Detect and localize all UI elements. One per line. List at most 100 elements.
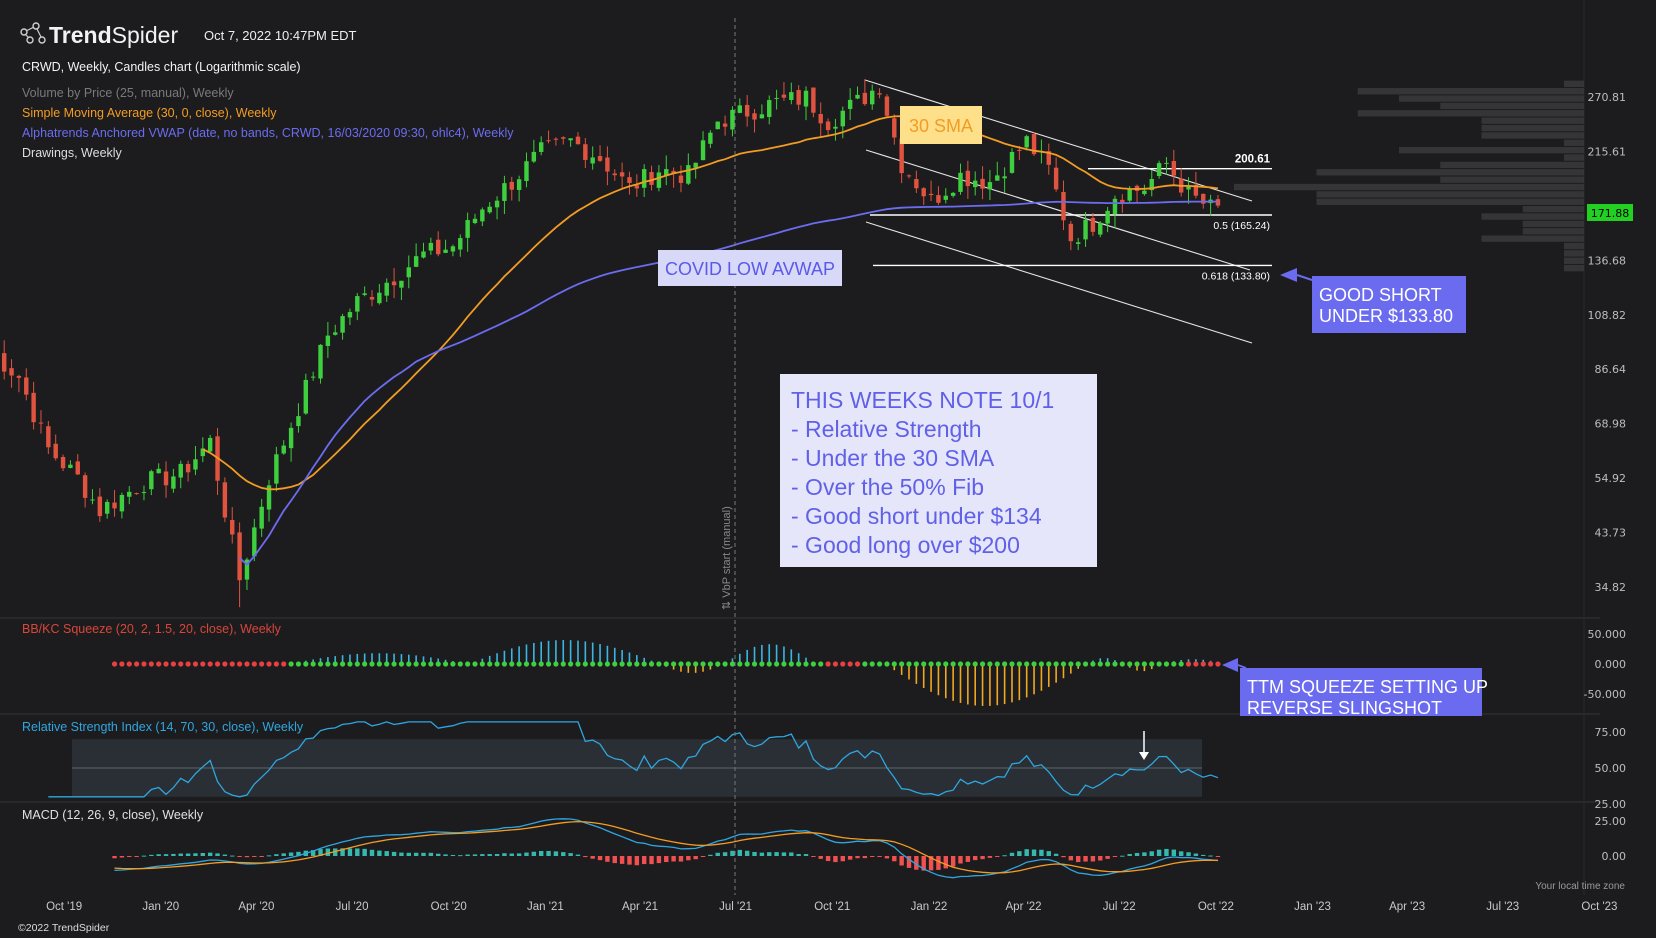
squeeze-dot xyxy=(854,661,861,667)
candle-up xyxy=(950,192,956,196)
candle-up xyxy=(847,99,853,109)
candle-down xyxy=(391,281,397,286)
candle-up xyxy=(399,280,404,288)
candle-up xyxy=(149,471,154,490)
candle-down xyxy=(649,172,654,185)
squeeze-dot xyxy=(847,661,853,667)
squeeze-dot xyxy=(1053,661,1059,667)
candle-up xyxy=(1002,176,1007,179)
macd-histogram-bar xyxy=(671,856,676,862)
candle-up xyxy=(1024,136,1029,148)
macd-histogram-bar xyxy=(237,856,242,857)
squeeze-dot xyxy=(700,661,706,667)
x-tick-label: Jan '22 xyxy=(911,901,948,913)
candle-down xyxy=(744,104,750,117)
squeeze-dot xyxy=(523,661,530,667)
squeeze-dot xyxy=(1009,661,1015,667)
rsi-marker-arrow xyxy=(1139,731,1149,760)
macd-histogram-bar xyxy=(259,856,264,857)
macd-histogram-bar xyxy=(480,854,485,856)
macd-histogram-bar xyxy=(178,853,183,856)
squeeze-dot xyxy=(317,661,324,667)
squeeze-dot xyxy=(612,661,618,667)
candle-down xyxy=(46,426,51,448)
candle-up xyxy=(1105,210,1110,224)
macd-title: MACD (12, 26, 9, close), Weekly xyxy=(22,808,204,822)
candle-down xyxy=(53,443,58,459)
avwap-callout: COVID LOW AVWAP xyxy=(658,250,842,286)
squeeze-dot xyxy=(1112,661,1118,667)
squeeze-dot xyxy=(200,661,206,667)
squeeze-dot xyxy=(1082,661,1089,667)
squeeze-dot xyxy=(347,661,353,667)
macd-histogram-bar xyxy=(134,856,139,857)
x-tick-label: Apr '23 xyxy=(1389,901,1425,913)
squeeze-dot xyxy=(568,661,574,667)
candle-down xyxy=(722,123,728,127)
macd-histogram-bar xyxy=(995,856,1000,857)
macd-histogram-bar xyxy=(127,856,132,857)
squeeze-dot xyxy=(759,661,765,667)
macd-histogram-bar xyxy=(752,851,757,856)
x-tick-label: Oct '19 xyxy=(46,901,82,913)
candle-up xyxy=(737,105,743,113)
candle-up xyxy=(840,110,846,127)
macd-histogram-bar xyxy=(987,856,993,858)
macd-histogram-bar xyxy=(796,854,801,856)
macd-histogram-bar xyxy=(207,852,213,856)
macd-histogram-bar xyxy=(244,856,250,858)
squeeze-dot xyxy=(575,661,581,667)
candle-up xyxy=(524,161,529,182)
macd-histogram-bar xyxy=(230,855,235,857)
squeeze-dot xyxy=(671,661,677,667)
candle-up xyxy=(303,379,309,414)
squeeze-dot xyxy=(1200,661,1206,667)
candle-down xyxy=(97,496,103,517)
macd-histogram-bar xyxy=(472,854,478,856)
macd-histogram-bar xyxy=(906,856,912,868)
legend-vbp: Volume by Price (25, manual), Weekly xyxy=(22,86,234,100)
macd-histogram-bar xyxy=(531,851,537,856)
candle-up xyxy=(568,138,573,141)
squeeze-dot xyxy=(310,661,316,667)
macd-histogram-bar xyxy=(215,853,220,856)
macd-histogram-bar xyxy=(634,856,640,866)
squeeze-dot xyxy=(810,661,816,667)
macd-histogram-bar xyxy=(737,849,743,856)
candle-up xyxy=(104,501,110,514)
candle-up xyxy=(656,172,662,188)
note-line: - Over the 50% Fib xyxy=(791,474,984,500)
squeeze-dot xyxy=(656,661,662,667)
candle-down xyxy=(9,368,14,376)
candle-down xyxy=(60,456,66,469)
macd-histogram-bar xyxy=(1164,848,1169,856)
candle-up xyxy=(252,527,257,557)
macd-histogram-bar xyxy=(980,856,985,860)
candle-down xyxy=(906,175,912,177)
macd-histogram-bar xyxy=(222,854,228,856)
squeeze-dot xyxy=(965,661,971,667)
price-tick-label: 86.64 xyxy=(1595,363,1627,376)
candle-up xyxy=(664,169,669,177)
squeeze-dot xyxy=(487,661,493,667)
x-tick-label: Apr '20 xyxy=(238,901,274,913)
candle-down xyxy=(1171,161,1177,176)
squeeze-dot xyxy=(398,661,405,667)
squeeze-dot xyxy=(648,661,655,667)
squeeze-dot xyxy=(597,661,603,667)
squeeze-dot xyxy=(332,661,338,667)
short-callout-line: UNDER $133.80 xyxy=(1319,306,1453,326)
x-tick-label: Jan '20 xyxy=(142,901,179,913)
candle-down xyxy=(965,170,971,187)
squeeze-dot xyxy=(913,661,919,667)
macd-histogram-bar xyxy=(296,851,301,856)
candle-down xyxy=(1201,193,1206,204)
x-tick-label: Oct '22 xyxy=(1198,901,1234,913)
macd-histogram-bar xyxy=(399,852,404,856)
candle-down xyxy=(627,177,632,183)
squeeze-dot xyxy=(148,661,154,667)
x-tick-label: Oct '20 xyxy=(431,901,467,913)
squeeze-dot xyxy=(869,661,875,667)
squeeze-dot xyxy=(862,661,868,667)
squeeze-dot xyxy=(1068,661,1074,667)
